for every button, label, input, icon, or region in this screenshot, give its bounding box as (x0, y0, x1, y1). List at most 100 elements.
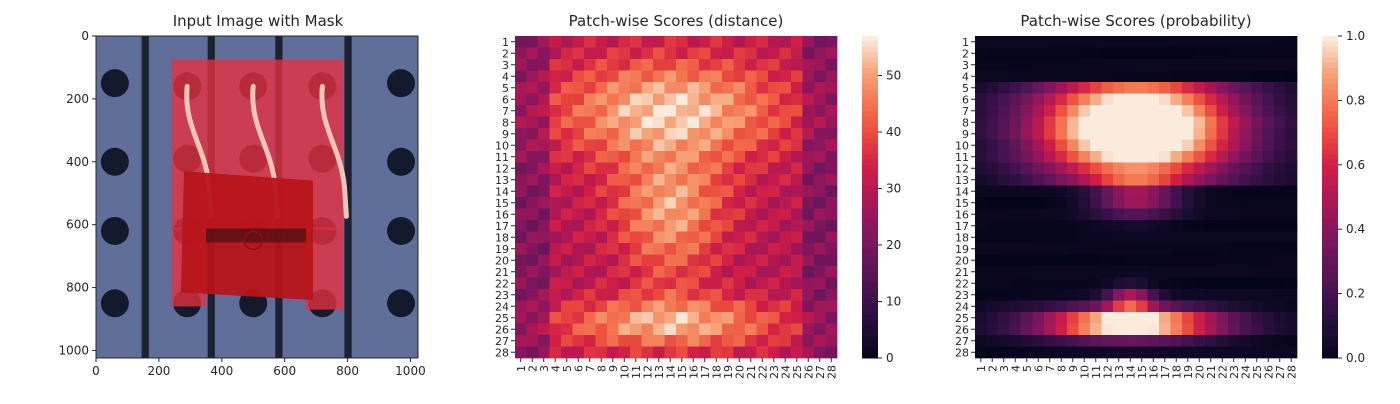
x-tick-label: 9 (1067, 365, 1080, 372)
heatmap-cell (1124, 93, 1137, 106)
heatmap-cell (572, 197, 585, 209)
heatmap-cell (549, 197, 562, 209)
heatmap-cell (802, 335, 815, 347)
colorbar-segment (862, 62, 878, 69)
heatmap-cell (802, 70, 815, 83)
heatmap-cell (1032, 70, 1045, 83)
heatmap-cell (1090, 323, 1102, 336)
heatmap-cell (1182, 128, 1194, 140)
heatmap-cell (664, 82, 677, 94)
heatmap-cell (1262, 197, 1275, 209)
heatmap-cell (975, 105, 987, 117)
heatmap-cell (515, 300, 527, 313)
heatmap-cell (1021, 116, 1033, 129)
heatmap-cell (722, 105, 734, 117)
heatmap-cell (1136, 59, 1148, 71)
heatmap-cell (1067, 220, 1079, 232)
heatmap-cell (1044, 300, 1056, 313)
heatmap-cell (1009, 93, 1022, 106)
heatmap-cell (687, 266, 700, 278)
heatmap-cell (1262, 312, 1275, 324)
heatmap-cell (653, 323, 665, 336)
heatmap-cell (745, 231, 757, 244)
heatmap-cell (676, 185, 688, 198)
heatmap-cell (998, 300, 1010, 313)
panel3-title: Patch-wise Scores (probability) (1020, 12, 1251, 30)
heatmap-cell (1239, 312, 1252, 324)
heatmap-cell (641, 128, 654, 140)
heatmap-cell (1262, 254, 1275, 267)
heatmap-cell (1067, 197, 1079, 209)
x-tick-label: 4 (1009, 365, 1022, 372)
heatmap-cell (710, 289, 723, 301)
heatmap-cell (1044, 312, 1056, 324)
heatmap-cell (1044, 82, 1056, 94)
heatmap-cell (595, 231, 608, 244)
heatmap-cell (756, 82, 769, 94)
heatmap-cell (618, 139, 631, 152)
heatmap-cell (664, 254, 677, 267)
heatmap-cell (1285, 323, 1298, 336)
heatmap-cell (664, 266, 677, 278)
heatmap-cell (584, 220, 596, 232)
heatmap-cell (745, 197, 757, 209)
heatmap-cell (722, 277, 734, 290)
heatmap-cell (791, 266, 803, 278)
heatmap-cell (733, 82, 746, 94)
heatmap-cell (998, 312, 1010, 324)
heatmap-cell (572, 116, 585, 129)
heatmap-cell (1124, 185, 1137, 198)
heatmap-cell (791, 139, 803, 152)
heatmap-cell (1285, 139, 1298, 152)
heatmap-cell (1239, 82, 1252, 94)
heatmap-cell (607, 335, 619, 347)
heatmap-cell (779, 70, 792, 83)
colorbar-tick-label: 0.2 (1346, 287, 1365, 301)
heatmap-cell (986, 116, 999, 129)
heatmap-cell (722, 151, 734, 163)
heatmap-cell (1055, 162, 1068, 175)
heatmap-cell (1182, 70, 1194, 83)
heatmap-cell (791, 220, 803, 232)
heatmap-cell (710, 70, 723, 83)
heatmap-cell (768, 197, 780, 209)
heatmap-cell (1159, 277, 1171, 290)
x-tick-label: 3 (538, 365, 551, 372)
heatmap-cell (687, 139, 700, 152)
heatmap-cell (1228, 220, 1240, 232)
colorbar-segment (862, 250, 878, 257)
heatmap-cell (1101, 139, 1114, 152)
y-tick-label: 13 (495, 174, 509, 187)
heatmap-cell (584, 116, 596, 129)
heatmap-cell (1136, 93, 1148, 106)
heatmap-cell (756, 139, 769, 152)
heatmap-cell (756, 323, 769, 336)
heatmap-cell (515, 243, 527, 255)
heatmap-cell (584, 208, 596, 221)
heatmap-cell (687, 289, 700, 301)
heatmap-cell (1239, 162, 1252, 175)
heatmap-cell (1055, 266, 1068, 278)
heatmap-cell (1067, 93, 1079, 106)
x-tick-label: 2 (526, 365, 539, 372)
heatmap-cell (1067, 312, 1079, 324)
heatmap-cell (768, 335, 780, 347)
heatmap-cell (538, 243, 550, 255)
heatmap-cell (664, 116, 677, 129)
heatmap-cell (1009, 47, 1022, 60)
heatmap-cell (1101, 220, 1114, 232)
heatmap-cell (595, 162, 608, 175)
heatmap-cell (584, 254, 596, 267)
heatmap-cell (1285, 266, 1298, 278)
heatmap-cell (1113, 151, 1125, 163)
heatmap-cell (1205, 59, 1217, 71)
heatmap-cell (1113, 82, 1125, 94)
heatmap-cell (814, 312, 826, 324)
heatmap-cell (1021, 323, 1033, 336)
heatmap-cell (1251, 266, 1263, 278)
colorbar-segment (1322, 73, 1338, 80)
heatmap-cell (630, 59, 642, 71)
heatmap-cell (561, 208, 573, 221)
heatmap-cell (745, 266, 757, 278)
heatmap-cell (1032, 197, 1045, 209)
